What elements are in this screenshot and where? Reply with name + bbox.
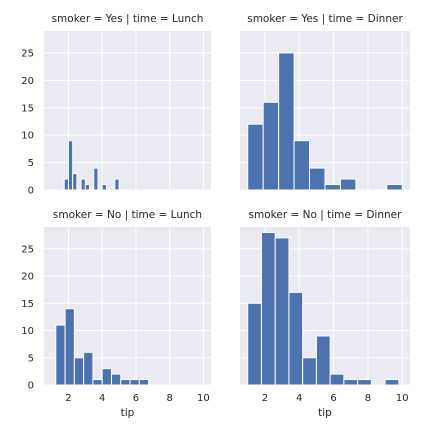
panel-2: smoker = Yes | time = Dinner [240,13,410,191]
histogram-bar [93,167,99,191]
panel-title: smoker = No | time = Dinner [249,209,403,221]
histogram-bar [64,308,75,386]
y-tick-label: 15 [21,299,34,310]
histogram-bar [247,302,262,386]
y-tick-label: 25 [21,244,34,255]
histogram-bar [63,178,69,191]
histogram-bar [67,140,74,191]
panel-title: smoker = No | time = Lunch [53,209,202,221]
histogram-bar [274,237,290,386]
histogram-bar [120,379,131,386]
histogram-bar [309,167,326,191]
y-tick-label: 5 [28,158,34,169]
histogram-bar [262,101,280,191]
y-tick-label: 20 [21,76,34,87]
y-tick-label: 15 [21,103,34,114]
x-axis-label: tip [121,407,135,419]
panel-4: smoker = No | time = Dinner 2 4 6 8 10 tip [240,209,410,419]
x-tick-label: 2 [262,393,268,404]
x-tick-label: 10 [396,393,409,404]
histogram-bar [129,379,140,386]
y-tick-label: 0 [28,186,34,197]
y-tick-label: 25 [21,48,34,59]
histogram-bar [72,173,78,191]
histogram-bar [293,140,311,191]
histogram-bar [329,373,345,386]
histogram-bar [101,368,112,386]
y-tick-label: 20 [21,272,34,283]
histogram-bar [357,379,372,386]
histogram-bar [260,231,276,386]
x-tick-label: 2 [65,393,71,404]
x-tick-label: 4 [296,393,302,404]
histogram-bar [80,178,86,191]
x-tick-label: 8 [166,393,172,404]
histogram-bar [386,184,403,191]
histogram-bar [92,379,103,386]
panel-1: smoker = Yes | time = Lunch 0 5 10 15 20 25 [21,13,211,197]
histogram-bar [110,373,122,386]
histogram-bar [315,335,331,386]
histogram-bar [138,379,150,386]
histogram-bar [114,178,120,191]
histogram-bar [73,357,85,386]
histogram-bar [324,184,341,191]
histogram-bar [55,324,66,386]
x-tick-label: 8 [365,393,371,404]
histogram-bar [278,52,295,191]
histogram-bar [288,291,304,386]
panels-layer: smoker = Yes | time = Lunch0510152025smo… [21,13,410,419]
x-tick-label: 6 [330,393,336,404]
x-axis-label: tip [318,407,332,419]
histogram-bar [84,184,91,191]
panel-title: smoker = Yes | time = Dinner [247,13,403,25]
y-tick-label: 10 [21,326,34,337]
histogram-bar [384,379,400,386]
panel-title: smoker = Yes | time = Lunch [52,13,204,25]
x-tick-label: 6 [133,393,139,404]
y-tick-label: 10 [21,131,34,142]
histogram-bar [247,123,264,191]
histogram-bar [101,184,107,191]
x-tick-label: 4 [99,393,105,404]
x-tick-label: 10 [197,393,210,404]
panel-3: smoker = No | time = Lunch 0 5 10 15 20 25 2 4 6 8… [21,209,211,419]
y-tick-label: 0 [28,381,34,392]
histogram-bar [343,379,359,386]
y-tick-label: 5 [28,353,34,364]
histogram-bar [302,357,317,386]
histogram-bar [83,351,94,386]
histogram-bar [339,178,357,191]
